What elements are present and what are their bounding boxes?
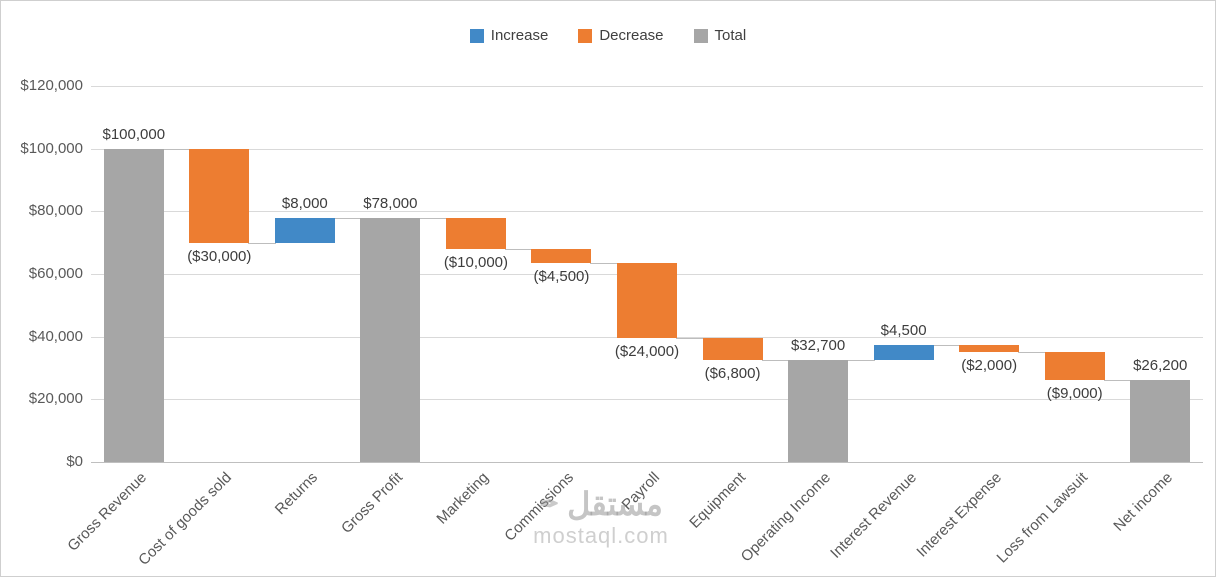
x-category-label: Gross Revenue (64, 469, 150, 555)
connector-line (1103, 379, 1132, 381)
bar-returns (274, 217, 335, 243)
data-label: ($24,000) (614, 343, 680, 361)
data-label: ($4,500) (533, 268, 590, 286)
plot-area: $100,000 ($30,000) $8,000 $78,000 ($10,000) (… (91, 86, 1203, 463)
x-axis-line (91, 462, 1203, 463)
y-tick-label: $20,000 (28, 390, 83, 408)
gridline (91, 148, 1203, 150)
bar-interest-revenue (873, 345, 934, 360)
data-label: ($2,000) (961, 356, 1018, 374)
connector-line (932, 345, 961, 347)
data-label: $78,000 (363, 194, 418, 212)
legend-swatch-increase-icon (469, 28, 484, 43)
connector-line (761, 359, 790, 361)
bar-commissions (531, 248, 592, 264)
data-label: $100,000 (102, 125, 166, 143)
legend-item-total: Total (693, 27, 747, 44)
bar-marketing (445, 217, 506, 249)
y-tick-label: $100,000 (20, 139, 83, 157)
legend-swatch-decrease-icon (578, 28, 593, 43)
bar-payroll (617, 263, 677, 339)
y-tick-label: $0 (66, 453, 83, 470)
data-label: ($10,000) (443, 253, 509, 271)
data-label: $26,200 (1133, 356, 1188, 374)
data-label: $32,700 (790, 336, 846, 354)
connector-line (333, 217, 362, 219)
bar-operating-income (788, 359, 849, 462)
bar-gross-revenue (103, 148, 164, 462)
legend-item-increase: Increase (469, 27, 549, 44)
gridline (91, 86, 1203, 87)
bar-equipment (702, 338, 763, 360)
bar-gross-profit (360, 217, 421, 462)
legend-label-increase: Increase (490, 27, 549, 44)
legend-label-total: Total (714, 27, 747, 44)
connector-line (676, 338, 704, 340)
data-label: $8,000 (281, 194, 328, 212)
data-label: ($9,000) (1046, 384, 1103, 402)
connector-line (248, 242, 276, 244)
y-tick-label: $80,000 (28, 202, 83, 220)
connector-line (504, 248, 533, 250)
y-tick-label: $40,000 (28, 327, 83, 345)
y-tick-label: $120,000 (20, 77, 83, 94)
bar-cost-of-goods-sold (189, 148, 250, 243)
connector-line (590, 263, 618, 265)
bar-net-income (1130, 379, 1191, 462)
gridline (91, 399, 1203, 401)
chart-legend: Increase Decrease Total (1, 27, 1215, 44)
connector-line (419, 217, 447, 219)
y-tick-label: $60,000 (28, 265, 83, 282)
legend-swatch-total-icon (693, 28, 708, 43)
data-label: ($30,000) (187, 247, 252, 265)
connector-line (162, 148, 191, 150)
bar-interest-expense (959, 345, 1020, 352)
legend-item-decrease: Decrease (578, 27, 664, 44)
data-label: $4,500 (880, 322, 927, 340)
bar-loss-from-lawsuit (1044, 351, 1105, 380)
connector-line (847, 359, 875, 361)
connector-line (1018, 351, 1046, 353)
legend-label-decrease: Decrease (599, 27, 664, 44)
data-label: ($6,800) (704, 364, 761, 382)
gridline (91, 211, 1203, 213)
